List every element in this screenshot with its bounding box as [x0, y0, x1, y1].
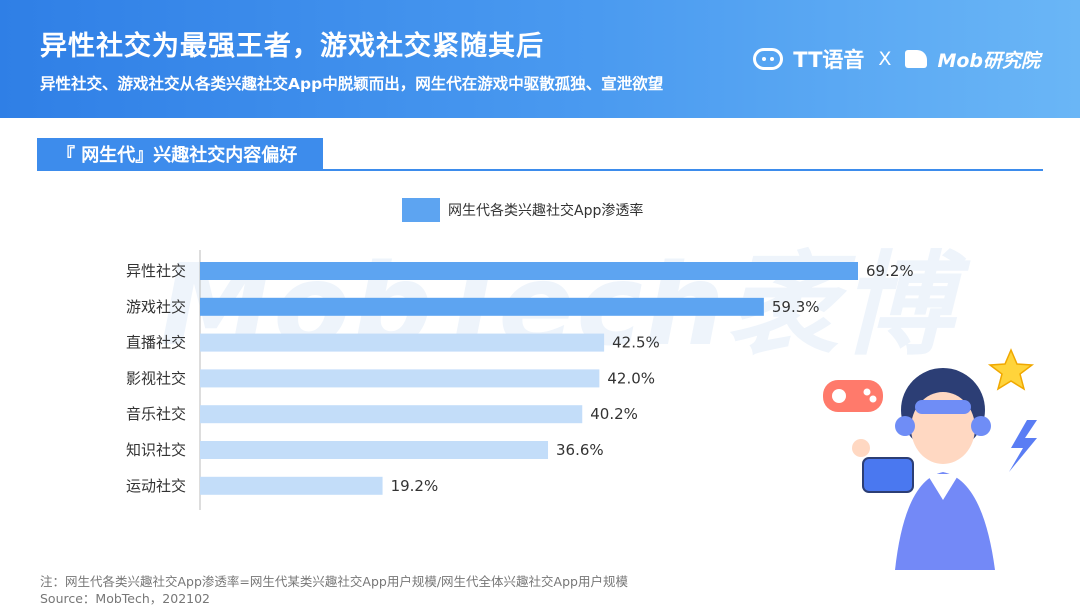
bar [200, 369, 600, 388]
bar-chart: 异性社交 69.2% 游戏社交 59.3% 直播社交 42.5% 影视社交 42.0% 音乐社交… [126, 250, 914, 510]
lightning-icon [1009, 420, 1037, 472]
gamer-illustration [823, 348, 1037, 570]
footnote-note: 注：网生代各类兴趣社交App渗透率=网生代某类兴趣社交App用户规模/网生代全体… [40, 574, 628, 589]
category-label: 影视社交 [126, 369, 186, 387]
value-label: 69.2% [866, 262, 914, 280]
bar [200, 262, 858, 280]
bar [200, 405, 583, 424]
bar [200, 476, 383, 495]
page-subtitle: 异性社交、游戏社交从各类兴趣社交App中脱颖而出，网生代在游戏中驱散孤独、宣泄欲… [40, 75, 664, 93]
chart-legend: 网生代各类兴趣社交App渗透率 [402, 198, 643, 222]
value-label: 42.0% [607, 369, 655, 387]
category-label: 运动社交 [126, 477, 186, 495]
value-label: 59.3% [772, 298, 820, 316]
star-icon [987, 348, 1035, 391]
footnote: 注：网生代各类兴趣社交App渗透率=网生代某类兴趣社交App用户规模/网生代全体… [40, 573, 628, 607]
bar [200, 441, 549, 459]
value-label: 19.2% [391, 477, 439, 495]
legend-label: 网生代各类兴趣社交App渗透率 [448, 203, 644, 219]
mob-logo-icon [905, 50, 928, 68]
category-label: 直播社交 [126, 334, 186, 352]
legend-swatch [402, 198, 440, 222]
tt-brand-text: TT语音 [793, 48, 865, 72]
value-label: 42.5% [612, 334, 660, 352]
bar [200, 297, 764, 316]
category-label: 知识社交 [126, 441, 186, 459]
mob-brand-text: Mob研究院 [937, 49, 1040, 72]
value-label: 36.6% [556, 441, 604, 459]
category-label: 异性社交 [126, 262, 186, 280]
category-label: 游戏社交 [126, 298, 186, 316]
page-title: 异性社交为最强王者，游戏社交紧随其后 [40, 31, 544, 62]
value-label: 40.2% [590, 405, 638, 423]
gamepad-icon [823, 380, 883, 412]
footnote-source: Source：MobTech，202102 [40, 591, 211, 606]
brand-logos: TT语音 X Mob研究院 [753, 44, 1040, 74]
header-banner: 异性社交为最强王者，游戏社交紧随其后 异性社交、游戏社交从各类兴趣社交App中脱… [0, 0, 1080, 118]
bar [200, 333, 605, 352]
section-title: 『 网生代』兴趣社交内容偏好 [37, 138, 323, 169]
section-divider [37, 169, 1043, 171]
brand-separator: X [878, 48, 892, 70]
category-label: 音乐社交 [126, 405, 186, 423]
tt-logo-icon [753, 48, 784, 70]
